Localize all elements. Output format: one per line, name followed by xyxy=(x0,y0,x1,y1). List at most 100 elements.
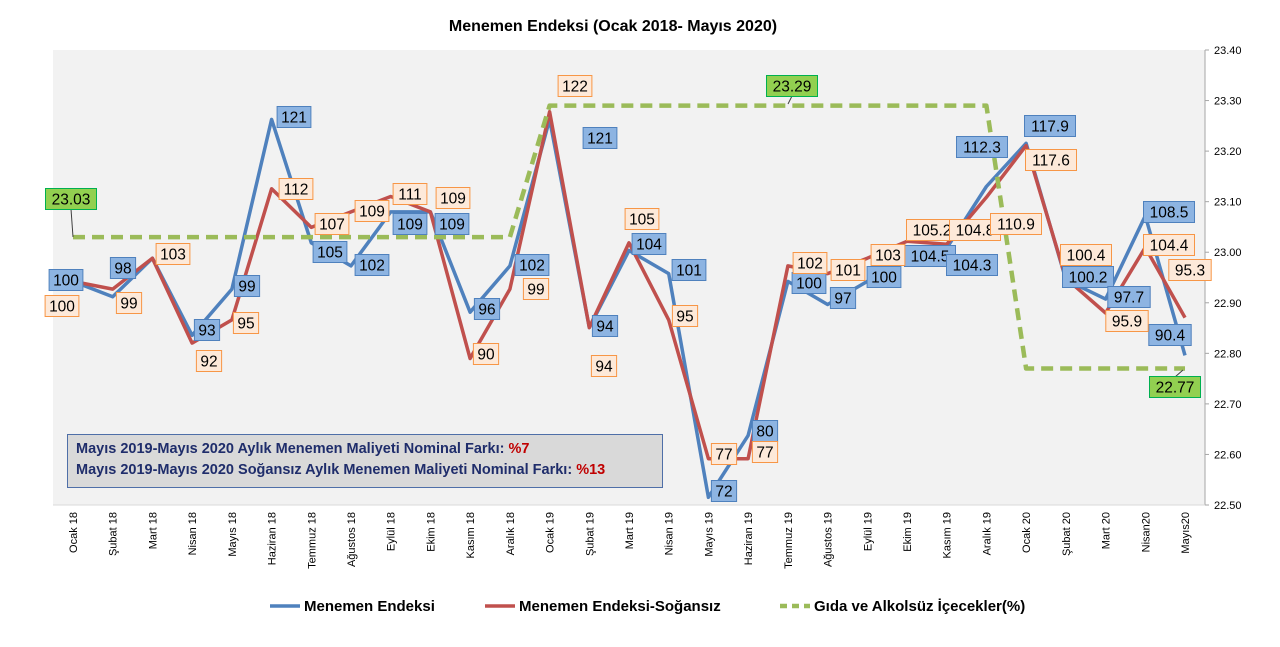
data-label-menemen-text: 121 xyxy=(587,131,613,148)
data-label-menemen-box xyxy=(392,213,428,235)
annotation-line-1: Mayıs 2019-Mayıs 2020 Aylık Menemen Mali… xyxy=(76,441,509,457)
data-label-sogansiz-box xyxy=(830,259,866,281)
data-label-sogansiz: 109 xyxy=(435,187,471,209)
data-label-sogansiz-box xyxy=(1025,149,1077,171)
data-label-menemen-box xyxy=(710,480,738,502)
data-label-sogansiz: 103 xyxy=(155,243,191,265)
x-tick-label: Haziran 18 xyxy=(267,512,279,565)
x-tick-label: Ocak 20 xyxy=(1021,512,1033,553)
data-label-menemen-text: 104 xyxy=(636,237,662,254)
data-label-sogansiz-box xyxy=(115,292,143,314)
x-tick-label: Eylül 19 xyxy=(862,512,874,551)
data-label-sogansiz-text: 105.2 xyxy=(913,223,952,240)
data-label-sogansiz: 107 xyxy=(314,213,350,235)
data-label-sogansiz-box xyxy=(472,343,500,365)
data-label-menemen: 102 xyxy=(354,254,390,276)
data-label-sogansiz: 110.9 xyxy=(990,213,1042,235)
data-label-sogansiz-text: 94 xyxy=(595,359,613,376)
data-label-sogansiz: 104.4 xyxy=(1143,234,1195,256)
data-label-sogansiz: 95 xyxy=(232,312,260,334)
data-label-sogansiz-text: 109 xyxy=(440,191,466,208)
x-tick-label: Nisan 18 xyxy=(187,512,199,555)
x-tick-label: Ocak 19 xyxy=(545,512,557,553)
data-label-gida-text: 23.03 xyxy=(52,192,91,209)
data-label-sogansiz: 92 xyxy=(195,350,223,372)
data-label-sogansiz-box xyxy=(792,252,828,274)
annotation-value-2: %13 xyxy=(576,462,606,478)
data-label-sogansiz: 117.6 xyxy=(1025,149,1077,171)
data-label-sogansiz-box xyxy=(44,295,80,317)
x-tick-label: Kasım 19 xyxy=(942,512,954,558)
legend-label-1: Menemen Endeksi xyxy=(304,598,435,615)
data-label-sogansiz-text: 107 xyxy=(319,217,345,234)
data-label-sogansiz-text: 102 xyxy=(797,256,823,273)
data-label-menemen: 121 xyxy=(582,127,618,149)
data-label-menemen: 96 xyxy=(473,298,501,320)
leader-line xyxy=(1174,369,1184,378)
data-label-menemen: 97 xyxy=(829,287,857,309)
data-label-menemen: 109 xyxy=(392,213,428,235)
x-tick-label: Ağustos 19 xyxy=(823,512,835,567)
data-label-menemen-text: 112.3 xyxy=(963,140,1001,157)
data-label-gida: 23.03 xyxy=(45,188,97,210)
x-tick-label: Ocak 18 xyxy=(68,512,80,553)
data-label-sogansiz: 102 xyxy=(792,252,828,274)
data-label-sogansiz-text: 109 xyxy=(359,204,385,221)
data-label-sogansiz: 95.3 xyxy=(1168,259,1212,281)
x-tick-label: Şubat 19 xyxy=(584,512,596,556)
data-label-sogansiz-text: 95 xyxy=(676,309,693,326)
data-label-menemen: 90.4 xyxy=(1148,324,1192,346)
legend-label-2: Menemen Endeksi-Soğansız xyxy=(519,598,721,615)
data-label-sogansiz: 77 xyxy=(751,441,779,463)
data-label-sogansiz-box xyxy=(671,305,699,327)
data-label-sogansiz-box xyxy=(1060,244,1112,266)
data-label-sogansiz-text: 104.4 xyxy=(1150,238,1189,255)
right-axis-tick-label: 22.70 xyxy=(1214,399,1242,411)
data-label-sogansiz: 94 xyxy=(590,355,618,377)
data-label-menemen-box xyxy=(48,269,84,291)
data-label-sogansiz-box xyxy=(1143,234,1195,256)
data-label-menemen-box xyxy=(312,241,348,263)
data-label-sogansiz: 109 xyxy=(354,200,390,222)
data-label-sogansiz-box xyxy=(624,208,660,230)
x-tick-label: Kasım 18 xyxy=(465,512,477,558)
data-label-menemen-text: 99 xyxy=(238,279,255,296)
data-label-menemen: 93 xyxy=(193,319,221,341)
data-label-menemen-box xyxy=(671,259,707,281)
x-tick-label: Mayıs20 xyxy=(1180,512,1192,554)
x-tick-label: Temmuz 18 xyxy=(306,512,318,569)
data-label-menemen-text: 90.4 xyxy=(1155,328,1186,345)
annotation-line-2: Mayıs 2019-Mayıs 2020 Soğansız Aylık Men… xyxy=(76,462,577,478)
data-label-menemen-box xyxy=(1148,324,1192,346)
data-label-menemen-text: 100.2 xyxy=(1069,270,1108,287)
data-label-sogansiz-box xyxy=(990,213,1042,235)
data-label-sogansiz: 104.8 xyxy=(949,219,1001,241)
data-label-menemen: 100 xyxy=(866,266,902,288)
data-label-menemen-text: 121 xyxy=(281,110,307,127)
data-label-menemen: 100 xyxy=(791,272,827,294)
data-label-sogansiz: 105 xyxy=(624,208,660,230)
data-label-menemen: 108.5 xyxy=(1143,201,1195,223)
data-label-gida-box xyxy=(766,75,818,97)
x-tick-label: Mayıs 19 xyxy=(703,512,715,557)
data-label-sogansiz-text: 90 xyxy=(477,347,495,364)
data-label-menemen-box xyxy=(829,287,857,309)
leader-line xyxy=(787,95,793,105)
data-label-menemen-box xyxy=(1024,115,1076,137)
data-label-sogansiz-text: 105 xyxy=(629,212,655,229)
data-label-sogansiz-box xyxy=(1168,259,1212,281)
data-label-menemen-text: 97.7 xyxy=(1114,290,1144,307)
annotation-value-1: %7 xyxy=(508,441,530,457)
data-label-sogansiz: 100.4 xyxy=(1060,244,1112,266)
data-label-gida-text: 23.29 xyxy=(773,79,812,96)
data-label-gida-box xyxy=(1149,376,1201,398)
data-label-sogansiz: 103 xyxy=(870,244,906,266)
data-label-sogansiz-text: 95.9 xyxy=(1112,314,1142,331)
x-tick-label: Nisan 19 xyxy=(664,512,676,555)
x-tick-label: Şubat 18 xyxy=(108,512,120,556)
data-label-sogansiz-box xyxy=(710,443,738,465)
data-label-gida: 22.77 xyxy=(1149,376,1201,398)
data-label-menemen-text: 104.3 xyxy=(953,258,992,275)
data-label-menemen: 101 xyxy=(671,259,707,281)
data-label-menemen: 72 xyxy=(710,480,738,502)
